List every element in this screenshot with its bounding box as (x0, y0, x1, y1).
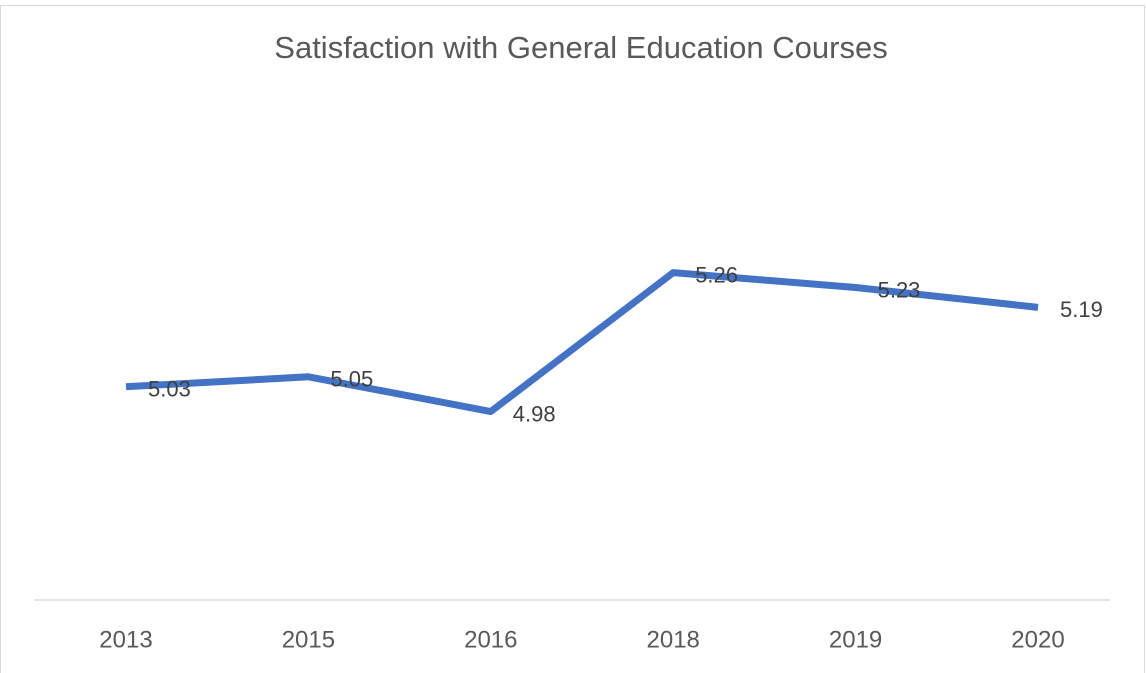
x-tick-label: 2015 (282, 626, 335, 653)
x-tick-label: 2020 (1011, 626, 1064, 653)
data-label: 5.19 (1060, 297, 1103, 322)
chart-frame (0, 5, 1145, 673)
data-label: 5.05 (330, 367, 373, 392)
data-label: 5.23 (878, 277, 921, 302)
x-tick-label: 2019 (829, 626, 882, 653)
data-label: 5.26 (695, 262, 738, 287)
chart-title: Satisfaction with General Education Cour… (274, 30, 887, 65)
line-series (125, 269, 1039, 416)
x-tick-label: 2013 (99, 626, 152, 653)
data-label: 5.03 (148, 377, 191, 402)
x-tick-label: 2018 (647, 626, 700, 653)
x-tick-label: 2016 (464, 626, 517, 653)
data-label: 4.98 (513, 401, 556, 426)
